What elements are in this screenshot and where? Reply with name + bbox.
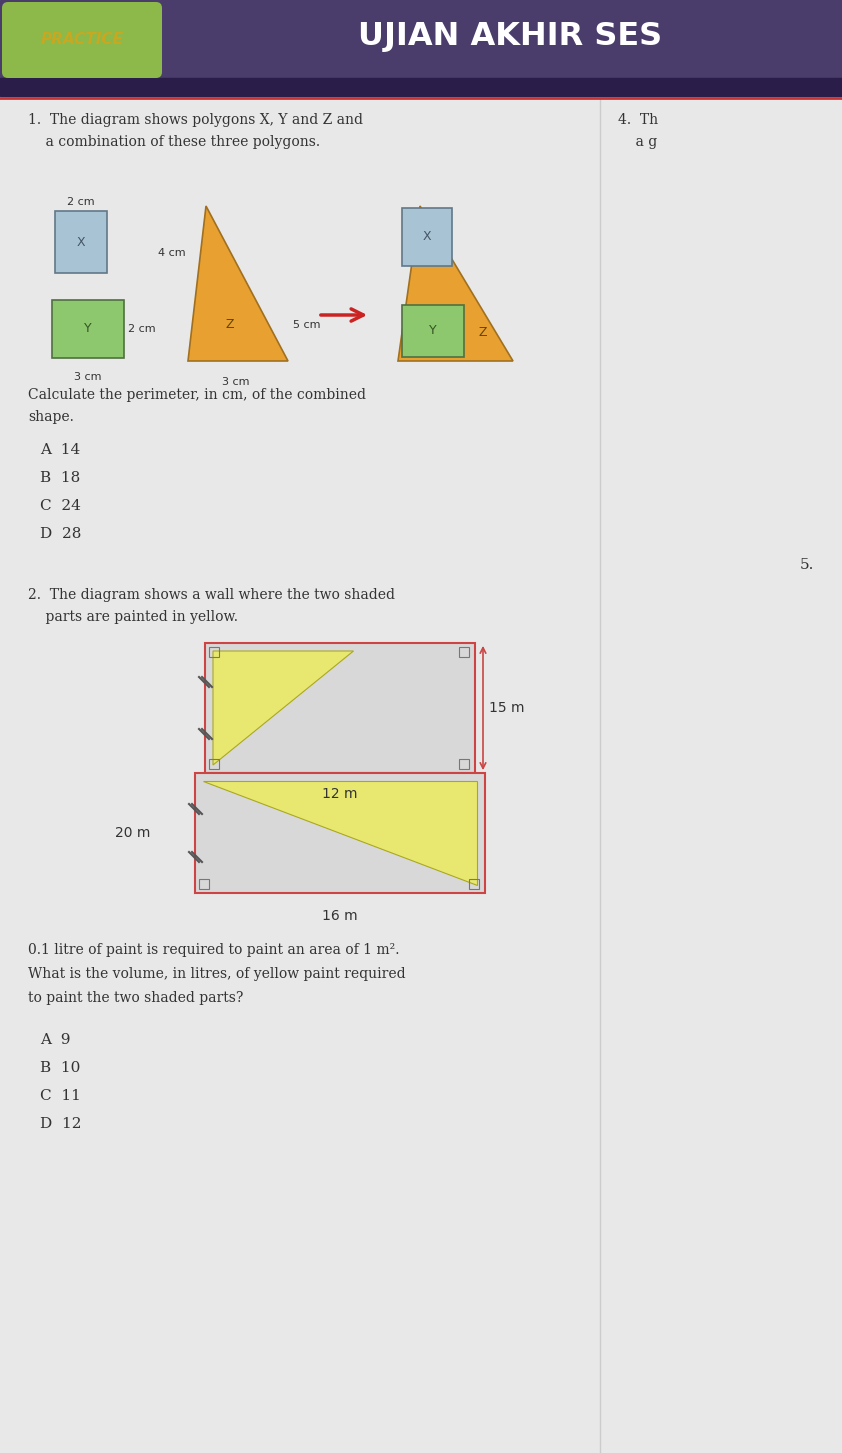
Polygon shape <box>203 782 477 885</box>
Polygon shape <box>188 206 288 360</box>
Text: C  24: C 24 <box>40 498 81 513</box>
Text: X: X <box>77 235 85 248</box>
Text: A  9: A 9 <box>40 1033 71 1048</box>
Text: 3 cm: 3 cm <box>74 372 102 382</box>
Bar <box>459 647 469 657</box>
Text: X: X <box>423 231 431 244</box>
Text: PRACTICE: PRACTICE <box>40 32 124 48</box>
Bar <box>469 879 479 889</box>
Bar <box>209 647 219 657</box>
Text: parts are painted in yellow.: parts are painted in yellow. <box>28 610 238 623</box>
Text: 20 m: 20 m <box>115 825 150 840</box>
Text: 2 cm: 2 cm <box>128 324 156 334</box>
Text: B  18: B 18 <box>40 471 80 485</box>
Bar <box>205 644 475 773</box>
Bar <box>55 211 107 273</box>
Text: C  11: C 11 <box>40 1088 81 1103</box>
Text: B  10: B 10 <box>40 1061 80 1075</box>
Text: 15 m: 15 m <box>489 700 525 715</box>
Bar <box>52 299 124 357</box>
Text: to paint the two shaded parts?: to paint the two shaded parts? <box>28 991 243 1005</box>
Polygon shape <box>213 651 354 764</box>
Text: 5.: 5. <box>800 558 814 572</box>
Text: D  28: D 28 <box>40 527 82 541</box>
Bar <box>0 0 842 78</box>
Bar <box>402 305 464 357</box>
Text: a combination of these three polygons.: a combination of these three polygons. <box>28 135 320 150</box>
Text: 2.  The diagram shows a wall where the two shaded: 2. The diagram shows a wall where the tw… <box>28 588 395 602</box>
Text: 12 m: 12 m <box>322 788 358 801</box>
Polygon shape <box>398 206 513 360</box>
Text: A  14: A 14 <box>40 443 80 458</box>
Text: shape.: shape. <box>28 410 74 424</box>
Text: Z: Z <box>479 327 488 340</box>
Bar <box>402 208 452 266</box>
Polygon shape <box>0 78 842 96</box>
FancyBboxPatch shape <box>2 1 162 78</box>
Text: What is the volume, in litres, of yellow paint required: What is the volume, in litres, of yellow… <box>28 968 406 981</box>
Bar <box>459 758 469 769</box>
Text: 16 m: 16 m <box>322 910 358 923</box>
Bar <box>199 879 209 889</box>
Text: 4 cm: 4 cm <box>158 248 185 259</box>
Text: 0.1 litre of paint is required to paint an area of 1 m².: 0.1 litre of paint is required to paint … <box>28 943 399 958</box>
Text: Y: Y <box>84 323 92 336</box>
Text: 4.  Th: 4. Th <box>618 113 658 126</box>
Text: Calculate the perimeter, in cm, of the combined: Calculate the perimeter, in cm, of the c… <box>28 388 366 402</box>
Text: 3 cm: 3 cm <box>222 376 250 386</box>
Text: Y: Y <box>429 324 437 337</box>
Text: a g: a g <box>618 135 658 150</box>
Text: 2 cm: 2 cm <box>67 198 95 206</box>
Text: 1.  The diagram shows polygons X, Y and Z and: 1. The diagram shows polygons X, Y and Z… <box>28 113 363 126</box>
Text: 5 cm: 5 cm <box>293 320 321 330</box>
Text: UJIAN AKHIR SES: UJIAN AKHIR SES <box>358 22 662 52</box>
Bar <box>209 758 219 769</box>
Text: D  12: D 12 <box>40 1117 82 1130</box>
Bar <box>195 773 485 894</box>
Text: Z: Z <box>226 318 234 331</box>
